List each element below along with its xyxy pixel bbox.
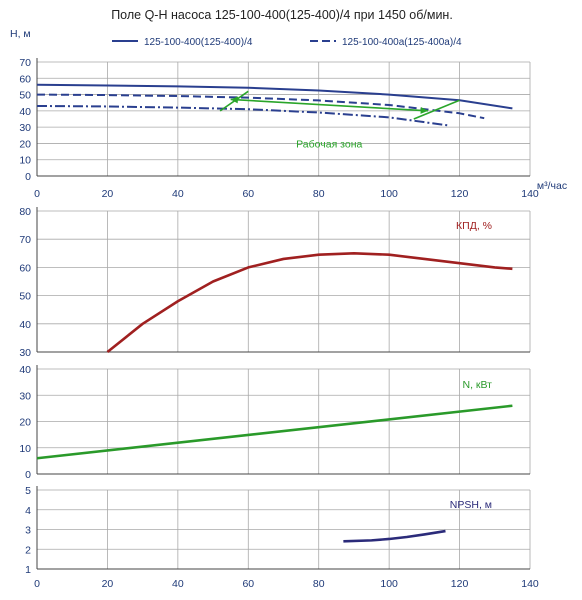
head-series-line-1 bbox=[36, 93, 485, 120]
work-zone-arrowhead-left bbox=[230, 96, 239, 104]
power-y-tick-label: 20 bbox=[19, 417, 31, 429]
head-series-line-0 bbox=[36, 83, 513, 110]
npsh-y-tick-label: 4 bbox=[25, 505, 31, 517]
head-x-tick-label: 40 bbox=[172, 188, 184, 200]
power-panel: 0 10 20 30 40 N, кВт bbox=[19, 364, 531, 481]
head-x-tick-label: 140 bbox=[521, 188, 539, 200]
work-zone-arrowhead-right bbox=[420, 106, 428, 114]
head-x-tick-label: 0 bbox=[34, 188, 40, 200]
head-y-tick-label: 0 bbox=[25, 171, 31, 183]
npsh-y-tick-label: 3 bbox=[25, 525, 31, 537]
head-x-tick-label: 120 bbox=[451, 188, 469, 200]
npsh-x-tick-label: 120 bbox=[451, 578, 469, 590]
efficiency-y-axis-label: КПД, % bbox=[456, 220, 492, 232]
npsh-y-tick-label: 1 bbox=[25, 564, 31, 576]
head-y-tick-label: 10 bbox=[19, 155, 31, 167]
efficiency-y-tick-label: 40 bbox=[19, 319, 31, 331]
head-y-tick-label: 40 bbox=[19, 106, 31, 118]
work-zone-arrow-line bbox=[230, 98, 428, 112]
power-y-tick-label: 30 bbox=[19, 390, 31, 402]
head-y-axis-label: Н, м bbox=[10, 28, 31, 40]
work-zone-label: Рабочая зона bbox=[296, 138, 362, 150]
npsh-y-tick-label: 5 bbox=[25, 485, 31, 497]
npsh-x-tick-label: 80 bbox=[313, 578, 325, 590]
efficiency-y-tick-label: 30 bbox=[19, 347, 31, 359]
head-y-tick-label: 70 bbox=[19, 57, 31, 69]
head-series-line-2 bbox=[36, 104, 450, 127]
head-x-tick-label: 100 bbox=[380, 188, 398, 200]
power-y-axis-label: N, кВт bbox=[463, 379, 493, 391]
efficiency-series-line-0 bbox=[106, 252, 513, 354]
power-series-line-0 bbox=[36, 404, 513, 460]
efficiency-y-tick-label: 70 bbox=[19, 234, 31, 246]
npsh-x-tick-label: 20 bbox=[102, 578, 114, 590]
npsh-x-tick-label: 0 bbox=[34, 578, 40, 590]
head-y-tick-label: 60 bbox=[19, 73, 31, 85]
head-x-tick-label: 20 bbox=[102, 188, 114, 200]
work-zone-right-edge bbox=[413, 99, 460, 120]
npsh-panel: 1 2 3 4 5 0 20 40 60 80 100 120 140 NPSH, м bbox=[25, 485, 539, 590]
npsh-x-tick-label: 140 bbox=[521, 578, 539, 590]
npsh-y-axis-label: NPSH, м bbox=[450, 499, 492, 511]
head-x-tick-label: 80 bbox=[313, 188, 325, 200]
head-y-tick-label: 50 bbox=[19, 90, 31, 102]
npsh-y-tick-label: 2 bbox=[25, 544, 31, 556]
head-y-tick-label: 20 bbox=[19, 138, 31, 150]
npsh-x-tick-label: 100 bbox=[380, 578, 398, 590]
efficiency-y-tick-label: 60 bbox=[19, 262, 31, 274]
chart-title: Поле Q-Н насоса 125-100-400(125-400)/4 п… bbox=[111, 8, 453, 22]
npsh-x-tick-label: 40 bbox=[172, 578, 184, 590]
npsh-series-line-0 bbox=[343, 529, 446, 543]
npsh-x-tick-label: 60 bbox=[242, 578, 254, 590]
power-y-tick-label: 0 bbox=[25, 469, 31, 481]
power-y-tick-label: 40 bbox=[19, 364, 31, 376]
head-panel: 0 10 20 30 40 50 60 70 0 20 40 60 80 100 120 140 Н, м 125… bbox=[10, 28, 539, 200]
efficiency-panel: 30 40 50 60 70 80 КПД, % bbox=[19, 206, 531, 359]
work-zone: Рабочая зона bbox=[219, 90, 460, 150]
power-y-tick-label: 10 bbox=[19, 443, 31, 455]
legend-entry-0: 125-100-400(125-400)/4 bbox=[144, 37, 253, 48]
x-axis-label: м³/час bbox=[537, 180, 567, 192]
efficiency-y-tick-label: 50 bbox=[19, 291, 31, 303]
head-x-tick-label: 60 bbox=[242, 188, 254, 200]
efficiency-y-tick-label: 80 bbox=[19, 206, 31, 218]
legend-entry-1: 125-100-400а(125-400а)/4 bbox=[342, 37, 462, 48]
head-y-tick-label: 30 bbox=[19, 122, 31, 134]
